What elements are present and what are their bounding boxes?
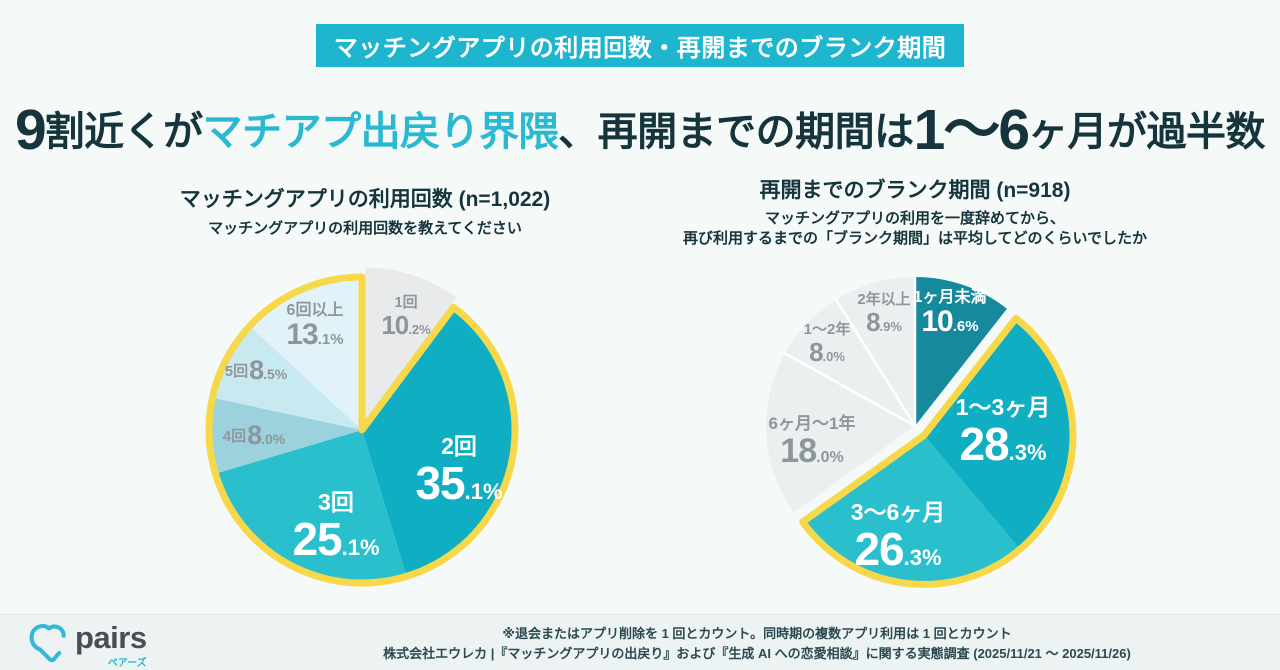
blank-period-pie-chart	[766, 277, 1077, 588]
headline-text-1: 割近くが	[44, 110, 204, 154]
pie-slice	[249, 277, 362, 430]
headline-text-2: 、再開までの期間は	[558, 110, 914, 154]
headline-accent-text: マチアプ出戻り界隈	[202, 110, 559, 154]
headline-number-9: 9	[14, 98, 47, 162]
pie-slice	[212, 325, 362, 430]
footer-note-line2: 株式会社エウレカ |『マッチングアプリの出戻り』および『生成 AI への恋愛相談…	[383, 646, 1131, 662]
right-pie-label-6-months-1-year: 6ヶ月〜1年 18.0%	[768, 414, 856, 471]
right-chart-question-line1: マッチングアプリの利用を一度辞めてから、	[764, 210, 1065, 227]
left-pie-label-4-times: 4回8.0%	[222, 420, 286, 450]
right-pie-label-1-3-months: 1〜3ヶ月 28.3%	[955, 394, 1051, 470]
pie-slice	[802, 435, 1020, 585]
pie-slice-separator	[834, 298, 917, 427]
right-chart-question-line2: 再び利用するまでの「ブランク期間」は平均してどのくらいでしたか	[682, 230, 1148, 247]
pie-slice	[915, 277, 1007, 426]
pie-slice	[836, 277, 915, 426]
footer-note-line1: ※退会またはアプリ削除を 1 回とカウント。同時期の複数アプリ利用は 1 回とカ…	[502, 626, 1012, 641]
banner: マッチングアプリの利用回数・再開までのブランク期間	[0, 24, 1280, 67]
right-pie-label-over-2-years: 2年以上 8.9%	[857, 291, 911, 338]
pairs-logo: pairs ペアーズ	[28, 622, 147, 669]
left-pie-label-2-times: 2回 35.1%	[415, 433, 503, 509]
headline-text-3: ヶ月が過半数	[1028, 110, 1266, 154]
right-pie-label-under-1-month: 1ヶ月未満 10.6%	[913, 289, 987, 339]
left-chart-question: マッチングアプリの利用回数を教えてください	[208, 220, 522, 237]
left-chart-title: マッチングアプリの利用回数 (n=1,022)	[179, 188, 551, 211]
pie-highlight-outline	[205, 273, 519, 587]
banner-title: マッチングアプリの利用回数・再開までのブランク期間	[315, 24, 965, 67]
left-pie-label-3-times: 3回 25.1%	[292, 489, 380, 565]
pie-slice	[209, 397, 362, 474]
usage-count-pie-chart	[205, 267, 519, 587]
pie-slice	[362, 307, 515, 577]
pie-slice	[784, 299, 915, 426]
pairs-kana-label: ペアーズ	[107, 658, 147, 669]
pie-slice	[766, 353, 915, 513]
pairs-wordmark: pairs	[75, 620, 147, 655]
left-pie-label-5-times: 5回8.5%	[224, 355, 288, 385]
right-pie-label-3-6-months: 3〜6ヶ月 26.3%	[850, 499, 946, 575]
right-pie-label-1-2-years: 1〜2年 8.0%	[803, 321, 851, 368]
pie-highlight-outline	[799, 314, 1077, 588]
footer: pairs ペアーズ ※退会またはアプリ削除を 1 回とカウント。同時期の複数ア…	[0, 614, 1280, 670]
footer-notes: ※退会またはアプリ削除を 1 回とカウント。同時期の複数アプリ利用は 1 回とカ…	[250, 624, 1264, 664]
left-pie-label-1-time: 1回 10.2%	[381, 294, 431, 341]
right-chart-title: 再開までのブランク期間 (n=918)	[759, 179, 1071, 202]
pie-slice	[365, 267, 457, 421]
pie-slice-separator	[784, 352, 916, 428]
headline-number-range: 1〜6	[913, 98, 1030, 162]
page-title: 9割近くがマチアプ出戻り界隈、再開までの期間は1〜6ヶ月が過半数	[0, 84, 1280, 166]
pie-slice	[923, 318, 1073, 550]
pairs-cloud-heart-icon	[29, 624, 66, 663]
left-pie-label-6-plus-times: 6回以上 13.1%	[286, 302, 344, 352]
